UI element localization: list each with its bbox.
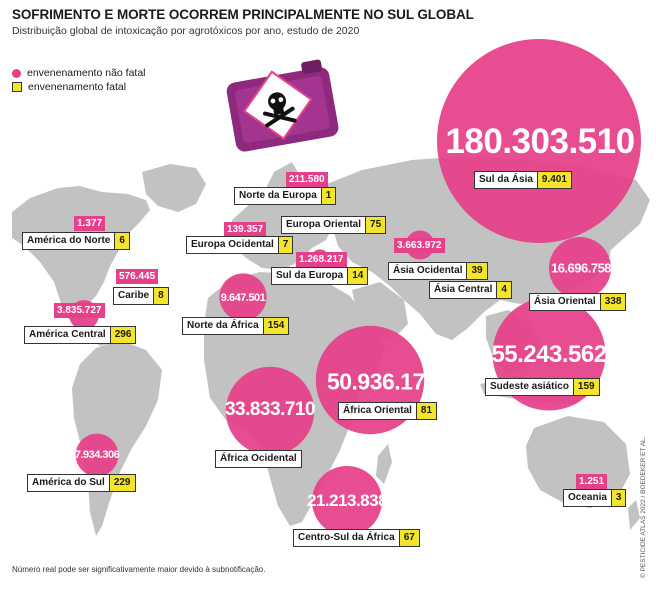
label-africa-ocidental: África Ocidental	[215, 450, 302, 468]
pesticide-canister-icon	[226, 59, 339, 152]
value-america-do-sul: 7.934.306	[74, 449, 120, 461]
legend-item-fatal: envenenamento fatal	[12, 80, 146, 94]
label-centro-sul-africa: Centro-Sul da África 67	[293, 529, 420, 547]
greenland-shape	[142, 164, 206, 212]
label-america-central: América Central 296	[24, 326, 137, 344]
non-fatal-swatch	[12, 68, 21, 78]
value-sul-da-asia: 180.303.510	[445, 122, 635, 161]
value-europa-ocidental: 139.357	[224, 222, 267, 237]
label-caribe: Caribe 8	[113, 287, 169, 305]
label-sul-da-asia: Sul da Ásia 9.401	[474, 171, 572, 189]
legend-non-fatal-label: envenenamento não fatal	[27, 67, 146, 79]
value-asia-ocidental: 3.663.972	[394, 238, 445, 253]
arabia-shape	[352, 282, 408, 340]
bubble-centro-sul-da-áfrica	[312, 466, 382, 536]
value-sudeste-asiatico: 55.243.562	[491, 341, 607, 368]
value-africa-oriental: 50.936.173	[326, 368, 438, 395]
label-oceania: Oceania 3	[563, 489, 627, 507]
label-sudeste-asiatico: Sudeste asiático 159	[485, 378, 600, 396]
page-title: SOFRIMENTO E MORTE OCORREM PRINCIPALMENT…	[12, 7, 474, 22]
value-oceania: 1.251	[576, 474, 608, 489]
value-centro-sul-africa: 21.213.838	[306, 491, 388, 510]
value-caribe: 576.445	[116, 269, 159, 284]
value-america-central: 3.835.727	[54, 303, 105, 318]
value-africa-ocidental: 33.833.710	[224, 399, 316, 420]
label-europa-ocidental: Europa Ocidental 7	[186, 236, 294, 254]
madagascar-shape	[376, 444, 392, 484]
label-europa-oriental: Europa Oriental 75	[281, 216, 387, 234]
value-norte-da-africa: 9.647.501	[220, 292, 266, 304]
bubble-ásia-oriental	[549, 237, 611, 299]
fatal-swatch	[12, 82, 22, 92]
value-sul-da-europa: 1.268.217	[296, 252, 347, 267]
label-asia-central: Ásia Central 4	[429, 281, 512, 299]
footnote: Número real pode ser significativamente …	[12, 565, 266, 574]
legend: envenenamento não fatal envenenamento fa…	[12, 66, 146, 94]
label-america-do-sul: América do Sul 229	[27, 474, 136, 492]
value-asia-oriental: 16.696.758	[550, 260, 612, 276]
page-subtitle: Distribuição global de intoxicação por a…	[12, 25, 360, 37]
credit-line: © PESTICIDE ATLAS 2022 / BOEDEKER ET AL.	[640, 436, 647, 578]
bubble-sul-da-ásia	[437, 39, 641, 243]
label-asia-oriental: Ásia Oriental 338	[529, 293, 627, 311]
label-sul-da-europa: Sul da Europa 14	[271, 267, 369, 285]
label-norte-da-europa: Norte da Europa 1	[234, 187, 337, 205]
bubble-américa-do-sul	[75, 433, 119, 477]
legend-fatal-label: envenenamento fatal	[28, 81, 127, 93]
label-norte-da-africa: Norte da África 154	[182, 317, 290, 335]
bubble-áfrica-ocidental	[225, 366, 315, 456]
bubble-norte-da-áfrica	[219, 273, 267, 321]
label-africa-oriental: África Oriental 81	[338, 402, 438, 420]
label-asia-ocidental: Ásia Ocidental 39	[388, 262, 488, 280]
value-america-do-norte: 1.377	[74, 216, 106, 231]
legend-item-non-fatal: envenenamento não fatal	[12, 66, 146, 80]
value-norte-da-europa: 211.580	[286, 172, 328, 187]
label-america-do-norte: América do Norte 6	[22, 232, 130, 250]
new-zealand-shape	[628, 500, 640, 530]
